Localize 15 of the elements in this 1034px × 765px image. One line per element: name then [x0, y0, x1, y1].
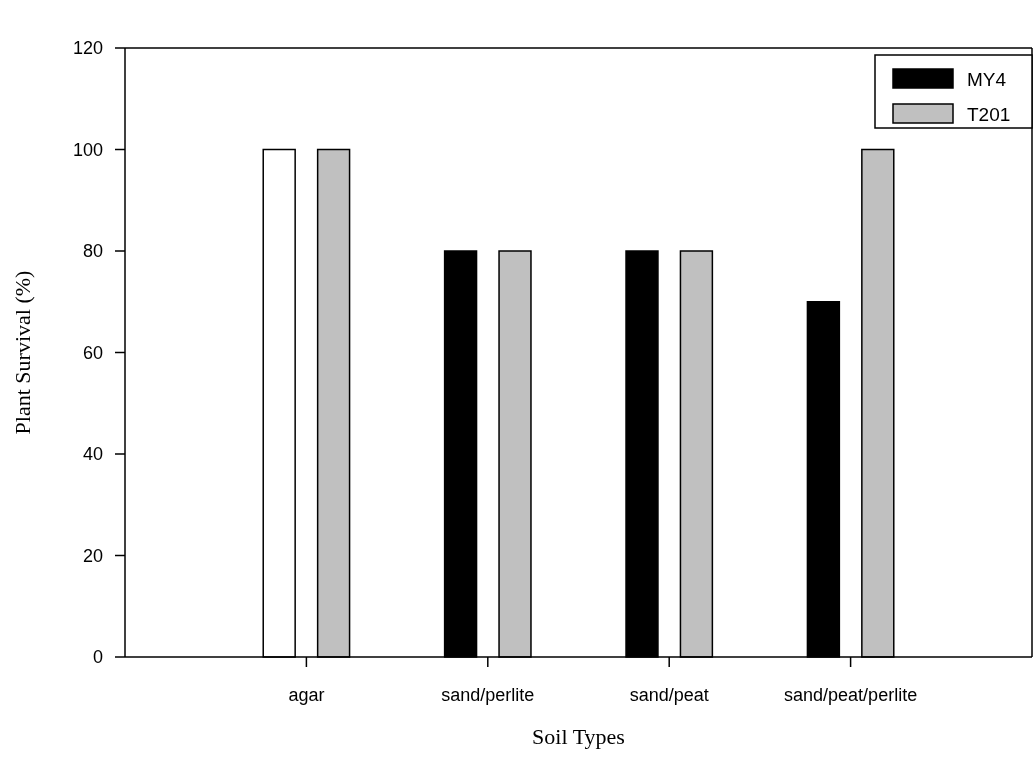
y-tick-label: 80	[82, 241, 103, 262]
y-tick-label: 120	[72, 38, 103, 59]
y-tick-label: 100	[72, 139, 103, 160]
x-tick-label: sand/peat/perlite	[784, 685, 918, 705]
x-axis-title: Soil Types	[532, 724, 625, 749]
y-tick-label: 40	[82, 444, 103, 465]
x-tick-label: sand/peat	[629, 685, 709, 705]
legend-label: MY4	[967, 68, 1007, 90]
y-axis-title: Plant Survival (%)	[10, 270, 35, 435]
y-tick-label: 0	[92, 647, 103, 668]
x-tick-label: agar	[288, 685, 325, 705]
y-tick-label: 20	[82, 545, 103, 566]
legend-label: T201	[967, 103, 1011, 125]
y-tick-label: 60	[82, 342, 103, 363]
x-tick-label: sand/perlite	[441, 685, 535, 705]
